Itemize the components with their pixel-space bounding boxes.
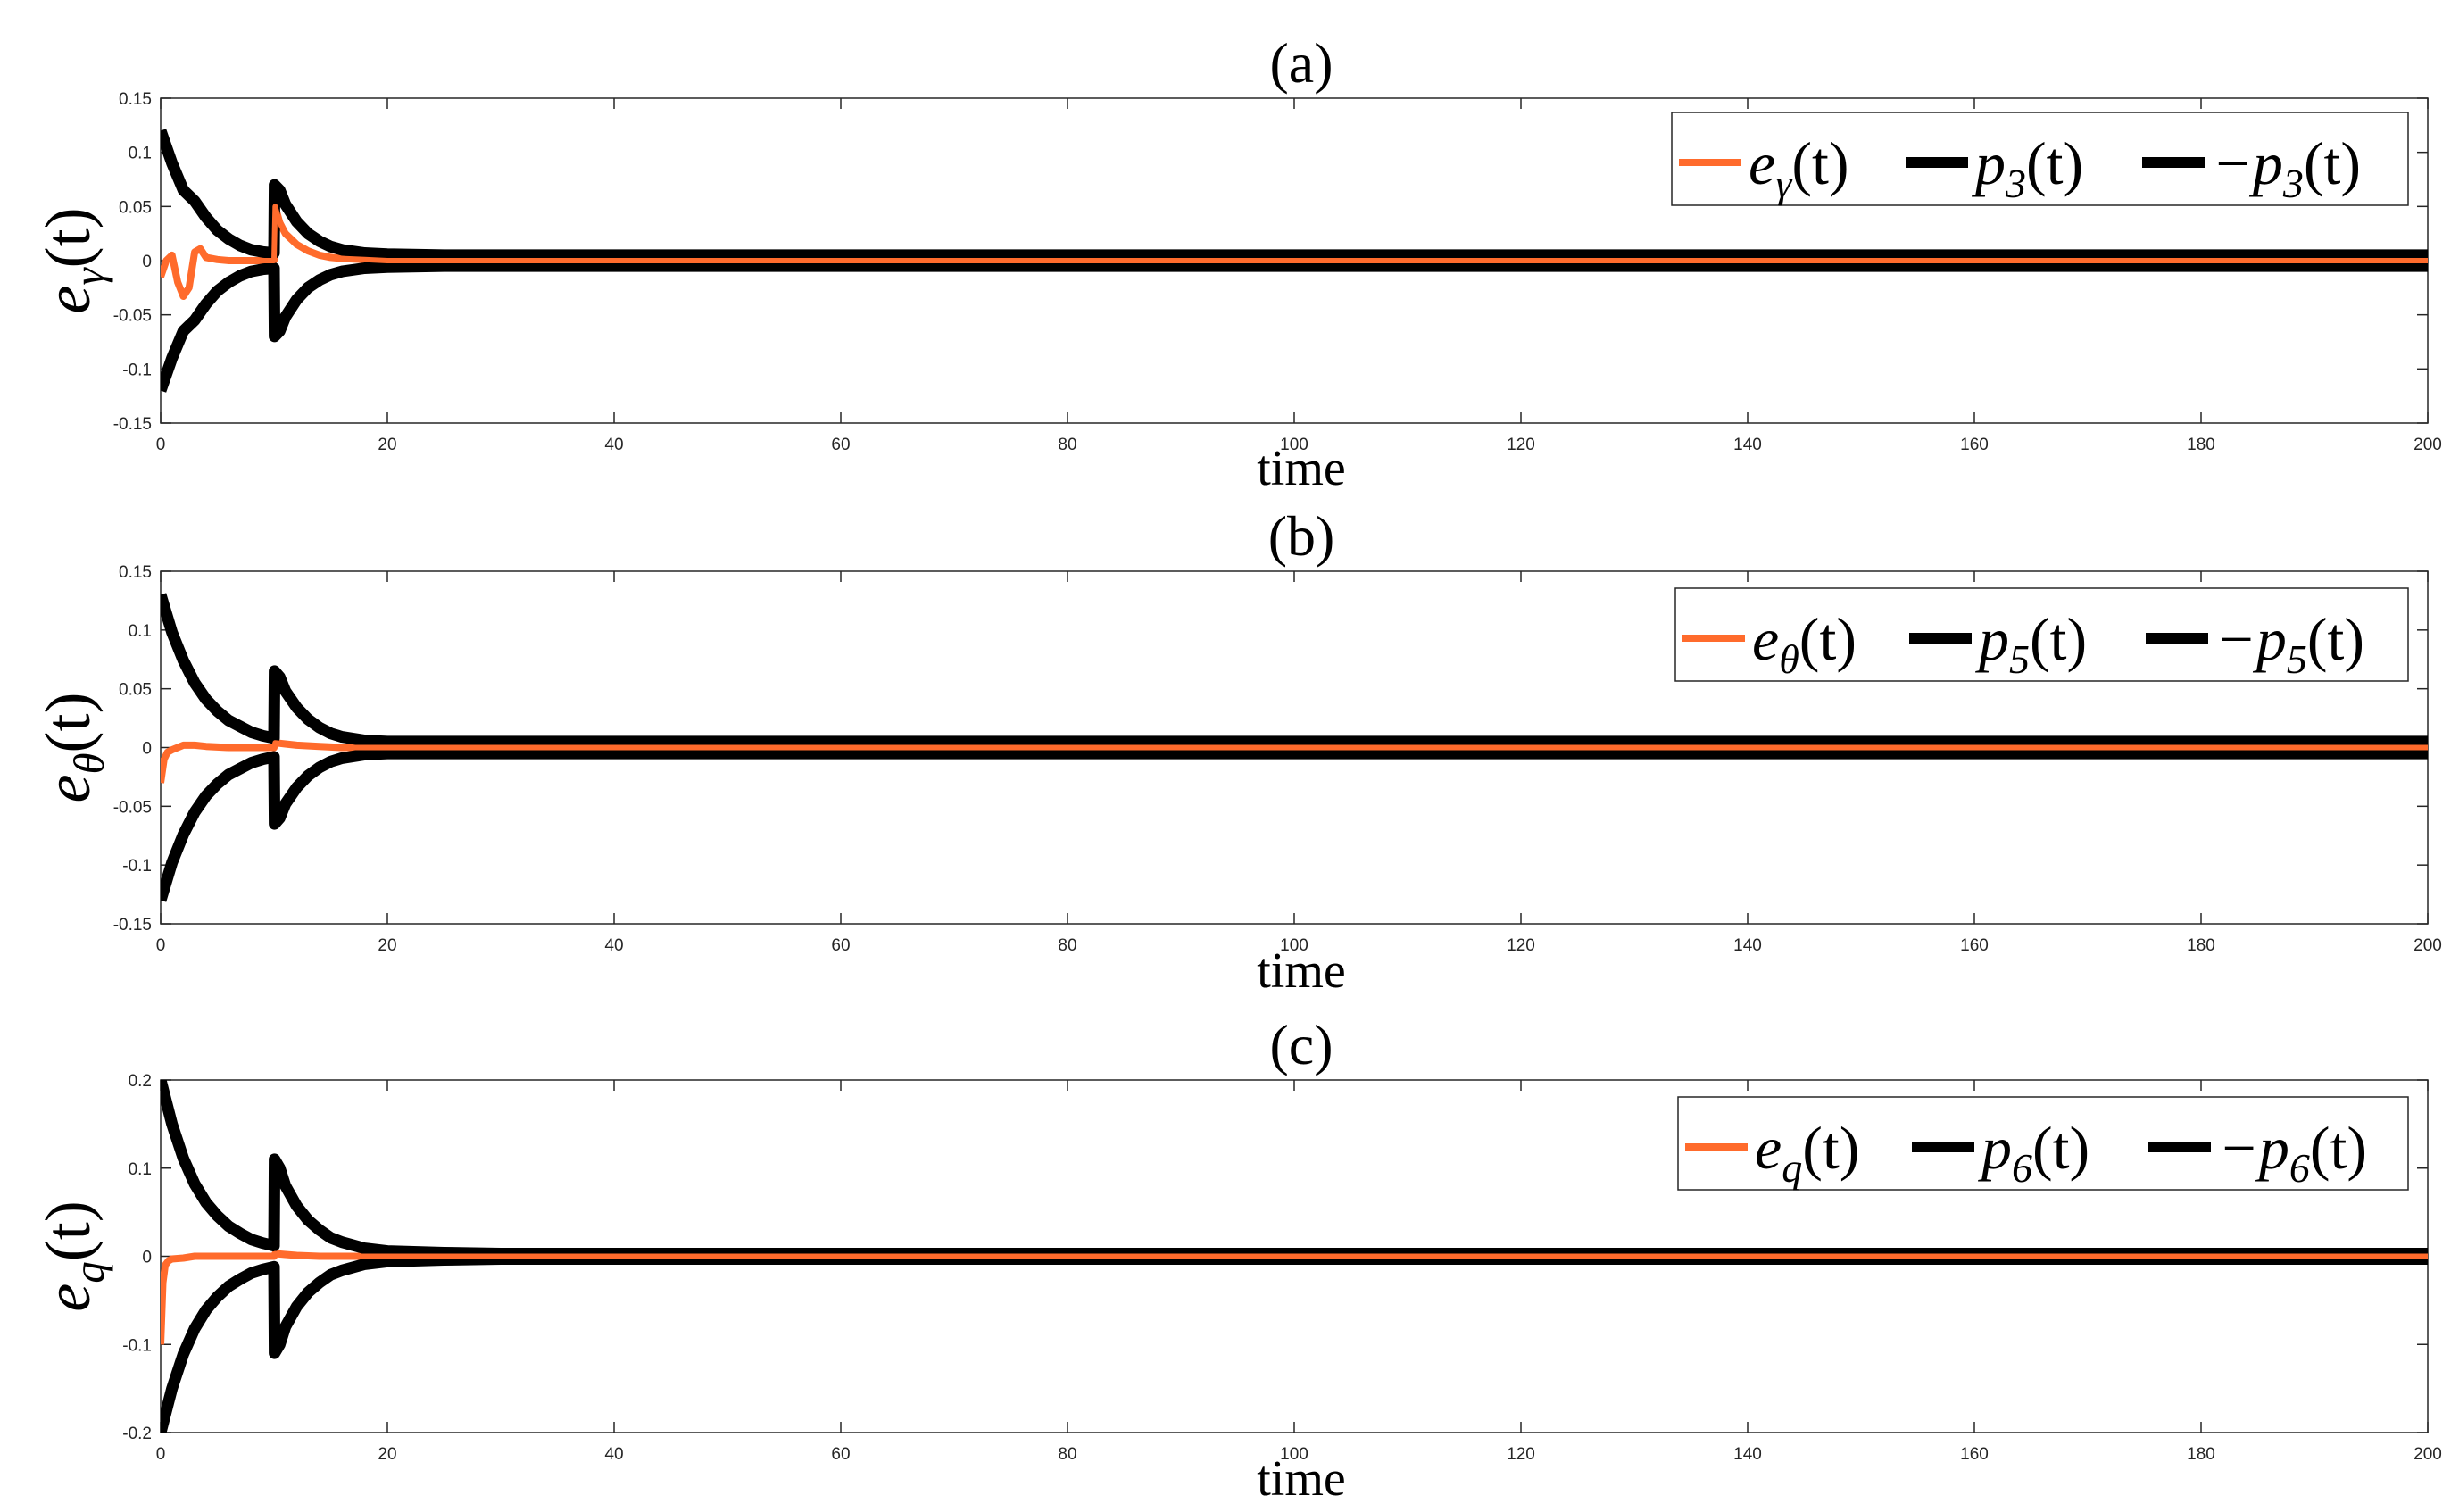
y-tick-label: 0 [142,253,152,271]
series-line-1-overlay [161,204,2428,299]
x-tick-label: 180 [2187,436,2215,454]
x-tick-label: 120 [1507,1445,1535,1464]
x-tick-label: 20 [378,1445,396,1464]
x-tick-label: 100 [1280,936,1308,955]
x-axis-label: time [1257,1451,1346,1507]
x-tick-label: 80 [1058,1445,1076,1464]
y-tick-label: 0 [142,1249,152,1267]
y-axis-label: eγ(t) [32,207,113,313]
legend-label: p6(t) [1978,1114,2089,1191]
y-axis-label: eθ(t) [32,692,113,802]
legend-label: eγ(t) [1749,129,1849,206]
y-axis-label-group: eθ(t) [32,692,113,802]
x-tick-label: 80 [1058,436,1076,454]
x-tick-label: 20 [378,936,396,955]
legend-box [1677,1096,2409,1191]
x-tick-label: 60 [831,436,850,454]
x-tick-label: 40 [604,436,623,454]
panel-title: (c) [1269,1013,1333,1076]
x-tick-label: 180 [2187,936,2215,955]
series-line-2 [161,1080,2428,1259]
legend-label: −p5(t) [2215,605,2364,682]
y-tick-label: -0.15 [113,415,152,434]
y-tick-label: -0.15 [113,916,152,935]
x-tick-label: 180 [2187,1445,2215,1464]
legend-label: p3(t) [1972,129,2083,206]
legend-box [1674,587,2409,682]
x-tick-label: 20 [378,436,396,454]
x-tick-label: 100 [1280,436,1308,454]
series-line-3 [161,747,2428,902]
chart-panel-1: 0 20 40 60 80 100 120 140 160 180 200 -0.15 -0.1 -0.0… [32,31,2442,496]
x-tick-label: 100 [1280,1445,1308,1464]
y-tick-label: 0.05 [119,198,152,217]
x-axis-label: time [1257,441,1346,496]
x-tick-label: 0 [156,936,166,955]
x-tick-label: 40 [604,936,623,955]
legend-label: eq(t) [1755,1114,1859,1191]
legend-label: −p6(t) [2218,1114,2367,1191]
x-tick-label: 140 [1733,1445,1762,1464]
y-axis-label-group: eγ(t) [32,207,113,313]
series-line-1-overlay [161,1250,2428,1345]
legend-label: eθ(t) [1752,605,1857,682]
legend: eq(t) p6(t) −p6(t) [1677,1096,2409,1191]
x-tick-label: 160 [1960,936,1989,955]
x-tick-label: 60 [831,936,850,955]
x-tick-label: 200 [2413,1445,2442,1464]
y-tick-label: -0.2 [122,1425,152,1443]
y-axis-label-group: eq(t) [32,1200,113,1311]
y-tick-label: 0.1 [129,145,152,163]
y-tick-label: 0 [142,740,152,759]
x-tick-label: 140 [1733,936,1762,955]
series-line-2 [161,593,2428,748]
panel-title: (a) [1269,31,1333,95]
series-line-3 [161,1253,2428,1433]
y-tick-label: -0.05 [113,307,152,326]
series-line-1-overlay [161,740,2428,784]
y-tick-label: -0.1 [122,857,152,876]
y-tick-label: 0.15 [119,563,152,582]
x-axis-label: time [1257,943,1346,999]
x-tick-label: 120 [1507,436,1535,454]
x-tick-label: 80 [1058,936,1076,955]
y-tick-label: -0.1 [122,361,152,379]
x-tick-label: 160 [1960,436,1989,454]
legend-label: −p3(t) [2212,129,2361,206]
x-tick-label: 0 [156,1445,166,1464]
y-tick-label: 0.15 [119,90,152,109]
y-tick-label: -0.05 [113,798,152,817]
x-tick-label: 60 [831,1445,850,1464]
y-tick-label: 0.1 [129,622,152,641]
series-line-2 [161,129,2428,262]
y-tick-label: 0.1 [129,1160,152,1179]
y-tick-label: 0.05 [119,681,152,700]
chart-panel-3: 0 20 40 60 80 100 120 140 160 180 200 -0.2 -0.1 0 0.1 0… [32,1013,2442,1507]
x-tick-label: 160 [1960,1445,1989,1464]
y-tick-label: -0.1 [122,1336,152,1355]
y-axis-label: eq(t) [32,1200,113,1311]
x-tick-label: 0 [156,436,166,454]
x-tick-label: 120 [1507,936,1535,955]
panel-title: (b) [1268,504,1335,568]
legend-box [1671,112,2409,206]
chart-panel-2: 0 20 40 60 80 100 120 140 160 180 200 -0.15 -0.1 -0.0… [32,504,2442,999]
series-line-3 [161,260,2428,393]
legend: eθ(t) p5(t) −p5(t) [1674,587,2409,682]
legend: eγ(t) p3(t) −p3(t) [1671,112,2409,206]
legend-label: p5(t) [1975,605,2087,682]
x-tick-label: 40 [604,1445,623,1464]
x-tick-label: 140 [1733,436,1762,454]
x-tick-label: 200 [2413,436,2442,454]
x-tick-label: 200 [2413,936,2442,955]
y-tick-label: 0.2 [129,1072,152,1091]
